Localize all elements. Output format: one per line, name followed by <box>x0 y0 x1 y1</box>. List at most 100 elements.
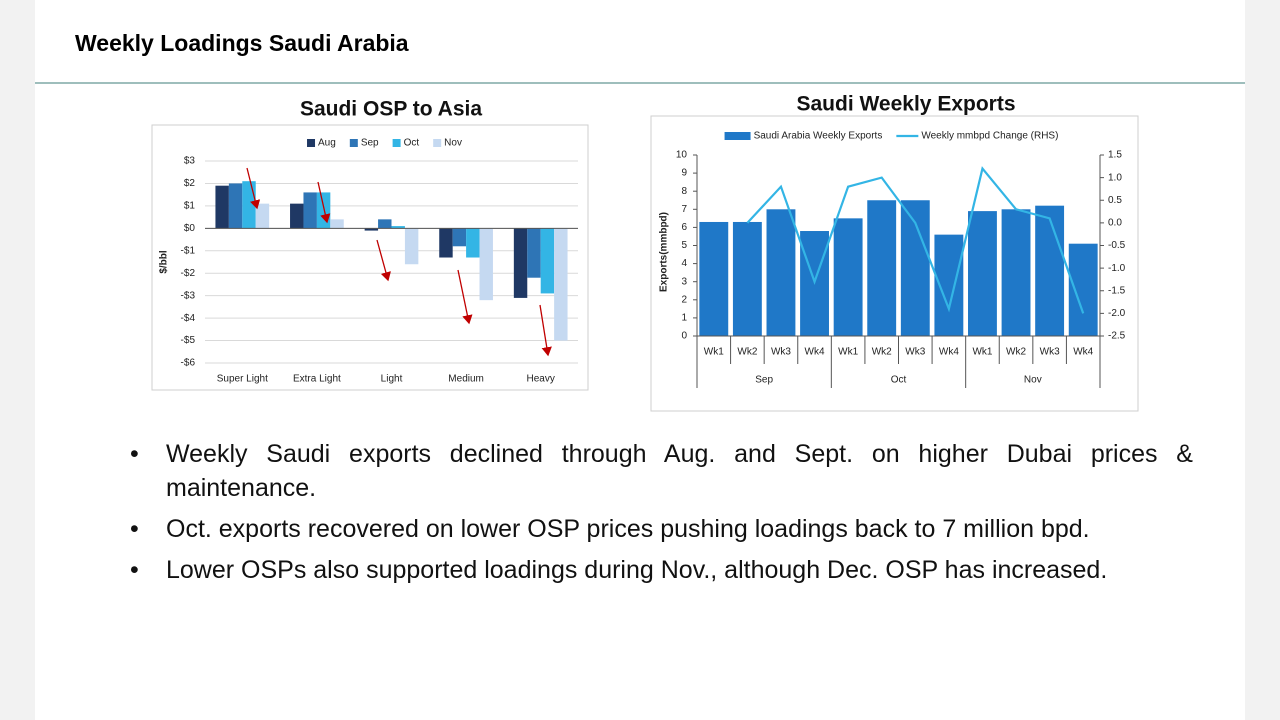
bar <box>540 228 555 294</box>
bar <box>1068 243 1098 336</box>
x-tick-label: Wk2 <box>872 347 892 358</box>
x-tick-label: Heavy <box>527 374 555 385</box>
x-tick-label: Wk1 <box>838 347 858 358</box>
bullet-list: Weekly Saudi exports declined through Au… <box>130 437 1193 594</box>
bar <box>833 218 863 336</box>
legend-label: Oct <box>404 138 420 149</box>
bar <box>527 228 541 278</box>
y-tick-label: 6 <box>681 222 687 233</box>
x-tick-label: Wk3 <box>771 347 791 358</box>
y2-tick-label: 0.0 <box>1108 218 1122 229</box>
y-tick-label: $0 <box>184 223 196 234</box>
y-tick-label: -$4 <box>181 313 196 324</box>
y-tick-label: -$6 <box>181 358 196 369</box>
legend-swatch <box>433 139 442 147</box>
annotation-arrows <box>246 167 552 357</box>
bar <box>439 228 453 258</box>
bar <box>290 203 304 229</box>
x-tick-label: Wk2 <box>1006 347 1026 358</box>
arrow <box>246 167 261 210</box>
bar <box>378 219 392 229</box>
line-series <box>746 166 1085 314</box>
bar <box>554 228 568 341</box>
bar <box>867 200 897 336</box>
y2-tick-label: -0.5 <box>1108 240 1126 251</box>
y2-tick-label: -1.0 <box>1108 263 1126 274</box>
bar <box>228 183 243 229</box>
y2-tick-label: -1.5 <box>1108 285 1126 296</box>
bar <box>466 228 480 258</box>
x-tick-label: Super Light <box>217 374 268 385</box>
bar <box>1035 205 1065 336</box>
y-tick-label: 4 <box>681 258 687 269</box>
y-tick-label: 8 <box>681 186 687 197</box>
bar <box>513 228 528 298</box>
bar <box>1001 209 1031 336</box>
legend-swatch <box>349 139 358 147</box>
y-tick-label: 10 <box>676 150 688 161</box>
bullet: Weekly Saudi exports declined through Au… <box>130 437 1193 505</box>
chart-title: Saudi Weekly Exports <box>796 93 1015 116</box>
y-tick-label: 2 <box>681 294 687 305</box>
y-tick-label: -$1 <box>181 245 196 256</box>
x-tick-label: Wk4 <box>805 347 825 358</box>
bar <box>364 228 379 231</box>
x-tick-label: Wk1 <box>972 347 992 358</box>
bullet: Lower OSPs also supported loadings durin… <box>130 553 1193 587</box>
legend-label: Nov <box>444 138 462 149</box>
bar <box>699 221 729 336</box>
x-tick-label: Wk1 <box>704 347 724 358</box>
arrow <box>457 269 473 325</box>
y-tick-label: $2 <box>184 178 196 189</box>
bar <box>330 219 344 229</box>
bullet: Oct. exports recovered on lower OSP pric… <box>130 512 1193 546</box>
bar <box>900 200 930 336</box>
y-tick-label: 3 <box>681 276 687 287</box>
bar <box>479 228 493 301</box>
legend-label: Aug <box>318 138 336 149</box>
y-axis-label: Exports(mmbpd) <box>659 212 670 292</box>
legend-swatch <box>724 132 751 140</box>
y2-tick-label: 0.5 <box>1108 195 1122 206</box>
y-tick-label: 7 <box>681 204 687 215</box>
legend-swatch <box>392 139 401 147</box>
bar <box>242 181 256 229</box>
y-tick-label: -$2 <box>181 268 196 279</box>
bar <box>255 203 270 229</box>
x-tick-label: Extra Light <box>293 374 341 385</box>
y-tick-label: 9 <box>681 168 687 179</box>
bar <box>968 211 997 336</box>
x-tick-label: Wk3 <box>905 347 925 358</box>
bar <box>316 192 331 229</box>
x-tick-label: Wk2 <box>737 347 757 358</box>
bar <box>391 226 405 229</box>
legend-label: Weekly mmbpd Change (RHS) <box>921 131 1058 142</box>
y-tick-label: -$5 <box>181 335 196 346</box>
bar <box>766 209 796 336</box>
arrow <box>376 239 391 282</box>
x-group-label: Oct <box>891 375 907 386</box>
y-tick-label: -$3 <box>181 290 196 301</box>
y-tick-label: $1 <box>184 201 196 212</box>
y-tick-label: 1 <box>681 313 687 324</box>
x-group-label: Sep <box>755 375 773 386</box>
y2-tick-label: -2.5 <box>1108 331 1126 342</box>
slide-title: Weekly Loadings Saudi Arabia <box>75 30 409 56</box>
bar <box>215 185 229 229</box>
y-tick-label: 0 <box>681 331 687 342</box>
x-tick-label: Medium <box>448 374 484 385</box>
legend-label: Sep <box>361 138 379 149</box>
bar <box>452 228 467 247</box>
chart-title: Saudi OSP to Asia <box>300 98 482 121</box>
x-group-label: Nov <box>1024 375 1042 386</box>
x-tick-label: Wk4 <box>1073 347 1093 358</box>
arrow <box>317 181 331 224</box>
x-tick-label: Wk3 <box>1040 347 1060 358</box>
bar <box>404 228 419 265</box>
arrow <box>539 304 552 357</box>
bar <box>732 221 762 336</box>
bar <box>303 192 317 229</box>
legend-label: Saudi Arabia Weekly Exports <box>754 131 883 142</box>
